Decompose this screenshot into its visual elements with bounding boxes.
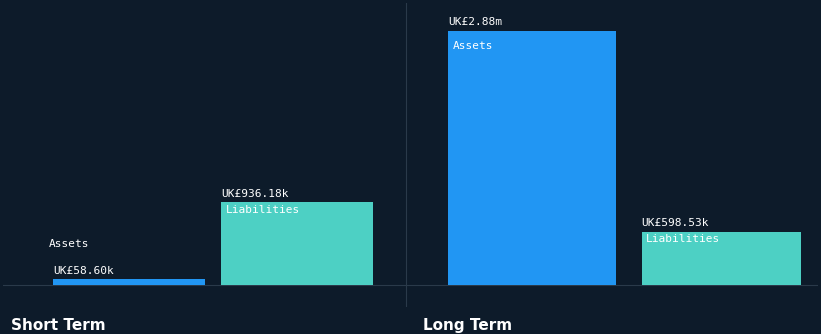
Text: UK£58.60k: UK£58.60k (53, 266, 114, 276)
Bar (642, 232, 801, 285)
Text: Assets: Assets (49, 238, 89, 248)
Text: UK£598.53k: UK£598.53k (642, 218, 709, 228)
Text: Short Term: Short Term (11, 318, 106, 333)
Text: Liabilities: Liabilities (646, 234, 720, 244)
Text: Liabilities: Liabilities (226, 205, 300, 215)
Text: Assets: Assets (452, 41, 493, 51)
Text: Long Term: Long Term (423, 318, 512, 333)
Text: UK£2.88m: UK£2.88m (448, 17, 502, 27)
Bar (222, 202, 373, 285)
Bar (448, 31, 617, 285)
Text: UK£936.18k: UK£936.18k (222, 189, 289, 199)
Bar (53, 279, 204, 285)
